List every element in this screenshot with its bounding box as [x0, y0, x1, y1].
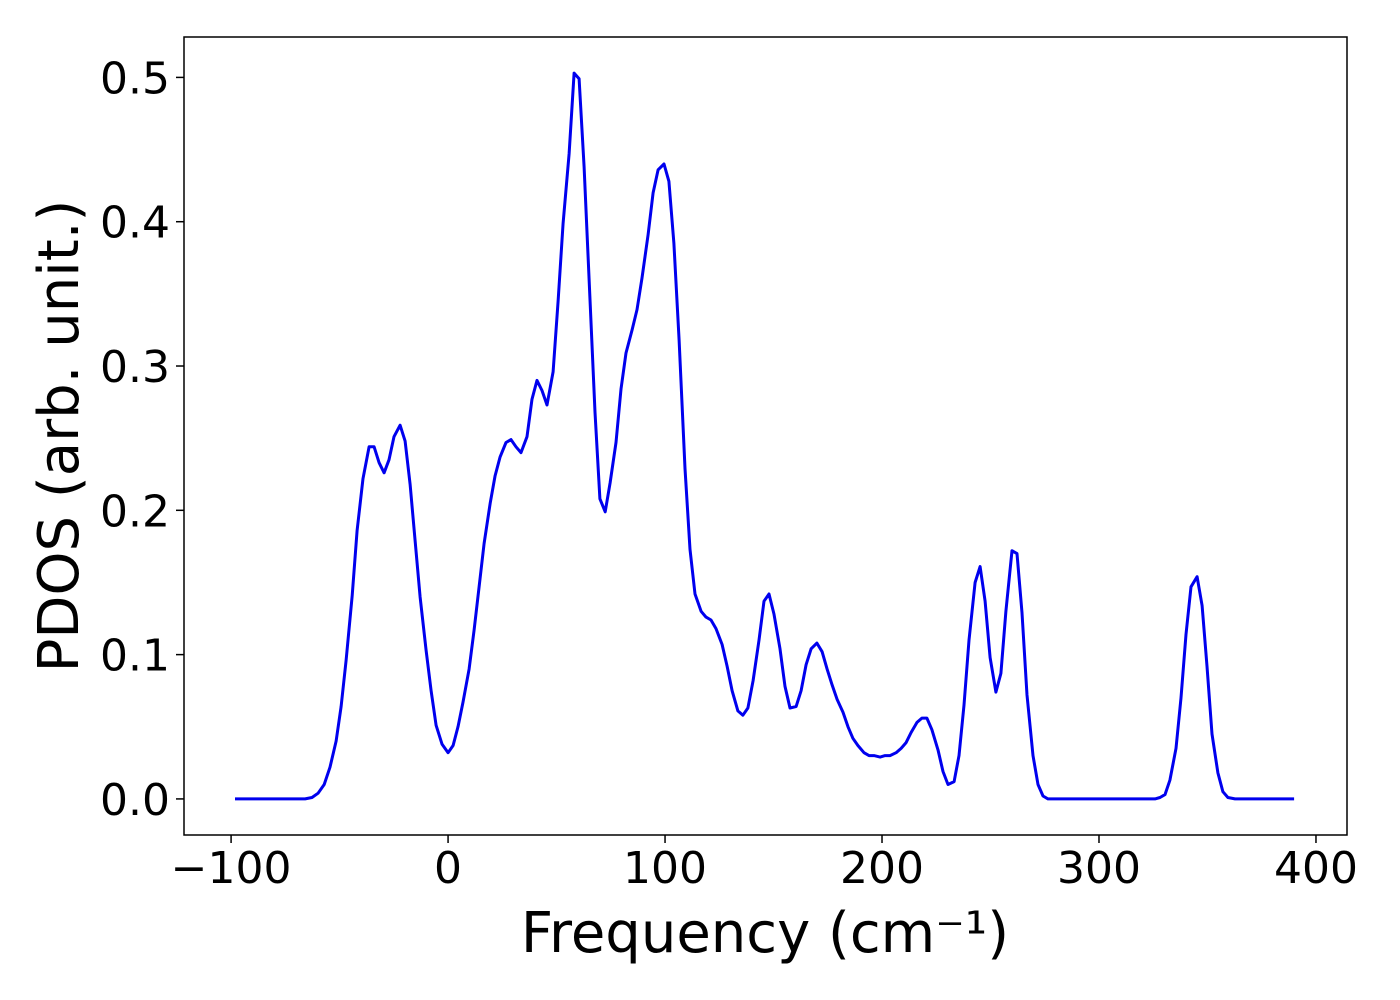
y-tick-label: 0.2: [100, 486, 170, 537]
data-line: [235, 71, 1295, 801]
x-tick-label: −100: [171, 843, 292, 894]
y-tick-label: 0.1: [100, 631, 170, 682]
x-tick-label: 100: [623, 843, 707, 894]
y-tick-label: 0.5: [100, 53, 170, 104]
y-tick-label: 0.0: [100, 775, 170, 826]
y-tick-label: 0.3: [100, 342, 170, 393]
x-axis-label: Frequency (cm⁻¹): [521, 901, 1009, 966]
y-axis-label: PDOS (arb. unit.): [27, 200, 92, 673]
plot-frame: [183, 36, 1348, 836]
x-tick-label: 0: [434, 843, 462, 894]
x-tick-label: 300: [1057, 843, 1141, 894]
x-tick-label: 400: [1274, 843, 1358, 894]
x-tick-label: 200: [840, 843, 924, 894]
y-tick-label: 0.4: [100, 198, 170, 249]
